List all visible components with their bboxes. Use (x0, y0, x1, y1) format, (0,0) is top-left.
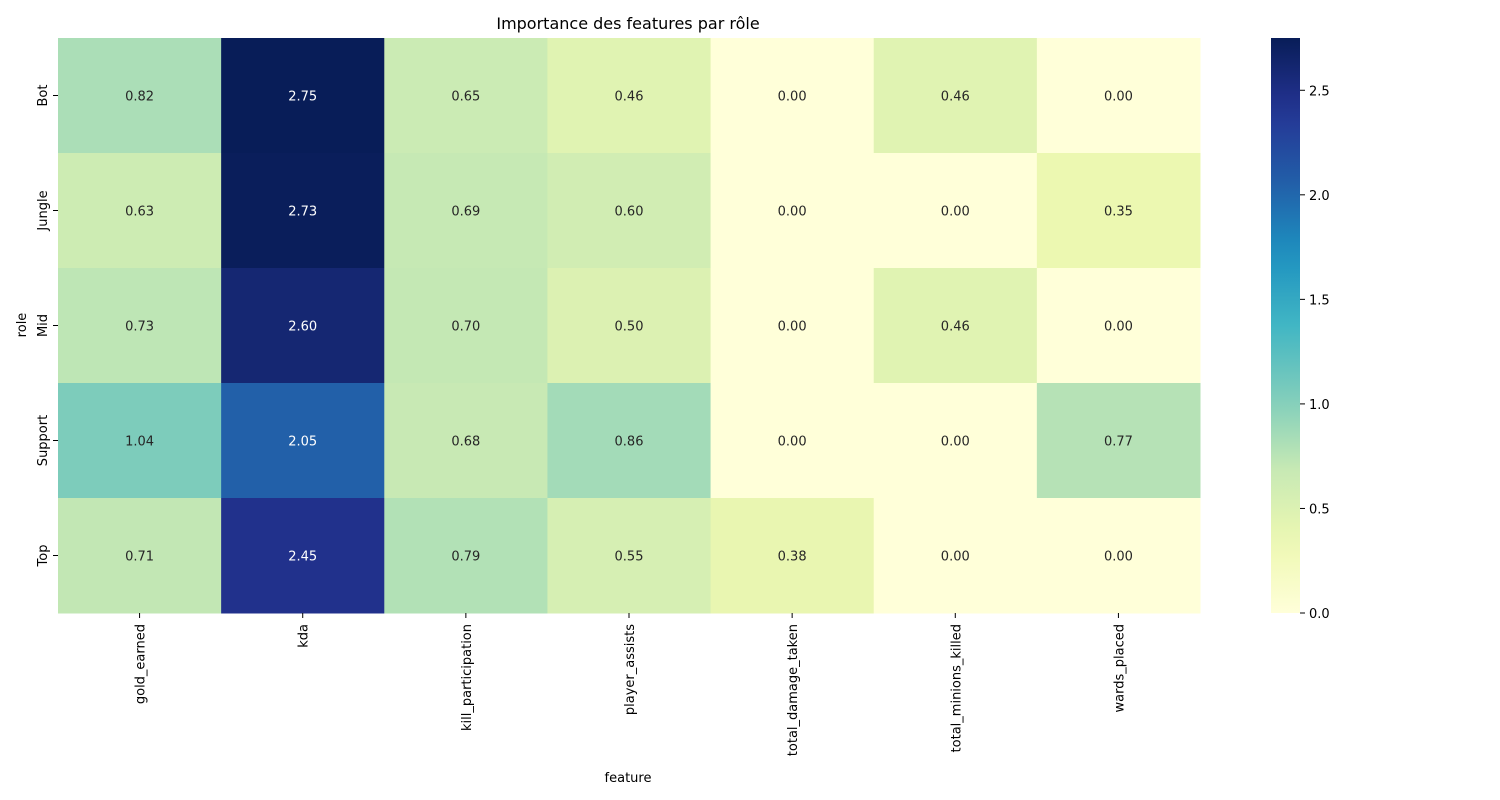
heatmap-cell (710, 383, 875, 499)
cell-value-label: 0.00 (778, 90, 807, 105)
heatmap-cell (58, 268, 222, 384)
cell-value-label: 0.00 (1104, 90, 1133, 105)
cell-value-label: 1.04 (125, 435, 154, 450)
cell-value-label: 0.35 (1104, 205, 1133, 220)
cell-value-label: 0.00 (941, 435, 970, 450)
colorbar-tick-label: 1.0 (1309, 398, 1330, 413)
cell-value-label: 0.69 (451, 205, 480, 220)
heatmap-cell (547, 498, 712, 614)
heatmap-cell (58, 498, 222, 614)
cell-value-label: 0.00 (1104, 550, 1133, 565)
cell-value-label: 0.63 (125, 205, 154, 220)
heatmap-cell (384, 153, 548, 269)
cell-value-label: 0.00 (778, 435, 807, 450)
heatmap-cell (710, 38, 875, 154)
heatmap-cell (221, 498, 385, 614)
heatmap-cell (384, 498, 548, 614)
cell-value-label: 0.38 (778, 550, 807, 565)
cell-value-label: 0.65 (451, 90, 480, 105)
x-tick-label: gold_earned (134, 624, 149, 704)
x-tick-label: total_minions_killed (949, 624, 964, 752)
colorbar-tick-label: 2.5 (1309, 84, 1330, 99)
cell-value-label: 0.55 (615, 550, 644, 565)
heatmap-cell (221, 153, 385, 269)
heatmap-cell (384, 383, 548, 499)
cell-value-label: 2.73 (288, 205, 317, 220)
cell-value-label: 0.86 (615, 435, 644, 450)
x-tick-label: kill_participation (460, 624, 475, 731)
x-tick-label: kda (297, 624, 312, 648)
cell-value-label: 0.60 (615, 205, 644, 220)
heatmap-cell (384, 38, 548, 154)
heatmap-cell (547, 153, 712, 269)
cell-value-label: 0.79 (451, 550, 480, 565)
heatmap-cell (1036, 498, 1201, 614)
y-tick-label: Jungle (36, 190, 51, 231)
heatmap-cell (710, 498, 875, 614)
heatmap-cell (1036, 268, 1201, 384)
cell-value-label: 0.00 (778, 205, 807, 220)
heatmap-cell (873, 383, 1038, 499)
heatmap-cells: 0.82 2.75 0.65 0.46 0.00 0.46 0.00 0.63 2.73 0.69… (58, 38, 1201, 614)
x-tick-label: wards_placed (1112, 624, 1127, 712)
heatmap-cell (710, 268, 875, 384)
x-tick-label: player_assists (623, 624, 638, 715)
heatmap-cell (58, 383, 222, 499)
cell-value-label: 0.00 (778, 320, 807, 335)
heatmap-cell (221, 38, 385, 154)
cell-value-label: 0.70 (451, 320, 480, 335)
colorbar-tick-label: 2.0 (1309, 189, 1330, 204)
y-tick-labels: Bot Jungle Mid Support Top (36, 85, 58, 568)
y-tick-label: Top (36, 545, 51, 568)
colorbar: 0.0 0.5 1.0 1.5 2.0 2.5 (1271, 38, 1330, 622)
y-tick-label: Mid (36, 314, 51, 337)
colorbar-tick-label: 0.5 (1309, 502, 1330, 517)
cell-value-label: 0.00 (941, 550, 970, 565)
cell-value-label: 0.50 (615, 320, 644, 335)
heatmap-cell (1036, 153, 1201, 269)
heatmap-cell (547, 383, 712, 499)
heatmap-cell (873, 268, 1038, 384)
cell-value-label: 0.46 (941, 320, 970, 335)
cell-value-label: 2.75 (288, 90, 317, 105)
heatmap-cell (873, 498, 1038, 614)
colorbar-tick-label: 0.0 (1309, 607, 1330, 622)
cell-value-label: 2.45 (288, 550, 317, 565)
cell-value-label: 0.46 (941, 90, 970, 105)
cell-value-label: 0.46 (615, 90, 644, 105)
x-tick-label: total_damage_taken (786, 624, 801, 756)
cell-value-label: 2.60 (288, 320, 317, 335)
heatmap-cell (1036, 38, 1201, 154)
x-axis-label: feature (605, 771, 652, 786)
x-tick-labels: gold_earned kda kill_participation player_a… (134, 613, 1127, 756)
heatmap-cell (1036, 383, 1201, 499)
heatmap-cell (547, 268, 712, 384)
heatmap-cell (873, 153, 1038, 269)
heatmap-cell (384, 268, 548, 384)
colorbar-tick-label: 1.5 (1309, 293, 1330, 308)
heatmap-cell (221, 383, 385, 499)
cell-value-label: 0.73 (125, 320, 154, 335)
heatmap-cell (873, 38, 1038, 154)
heatmap-cell (547, 38, 712, 154)
cell-value-label: 0.77 (1104, 435, 1133, 450)
heatmap-cell (221, 268, 385, 384)
cell-value-label: 0.68 (451, 435, 480, 450)
y-tick-label: Bot (36, 85, 51, 107)
heatmap-cell (58, 38, 222, 154)
cell-value-label: 0.71 (125, 550, 154, 565)
heatmap-cell (710, 153, 875, 269)
cell-value-label: 2.05 (288, 435, 317, 450)
cell-value-label: 0.82 (125, 90, 154, 105)
heatmap-cell (58, 153, 222, 269)
cell-value-label: 0.00 (1104, 320, 1133, 335)
y-axis-label: role (15, 313, 30, 338)
chart-title: Importance des features par rôle (496, 14, 759, 33)
colorbar-gradient (1271, 38, 1300, 613)
cell-value-label: 0.00 (941, 205, 970, 220)
y-tick-label: Support (36, 415, 51, 466)
